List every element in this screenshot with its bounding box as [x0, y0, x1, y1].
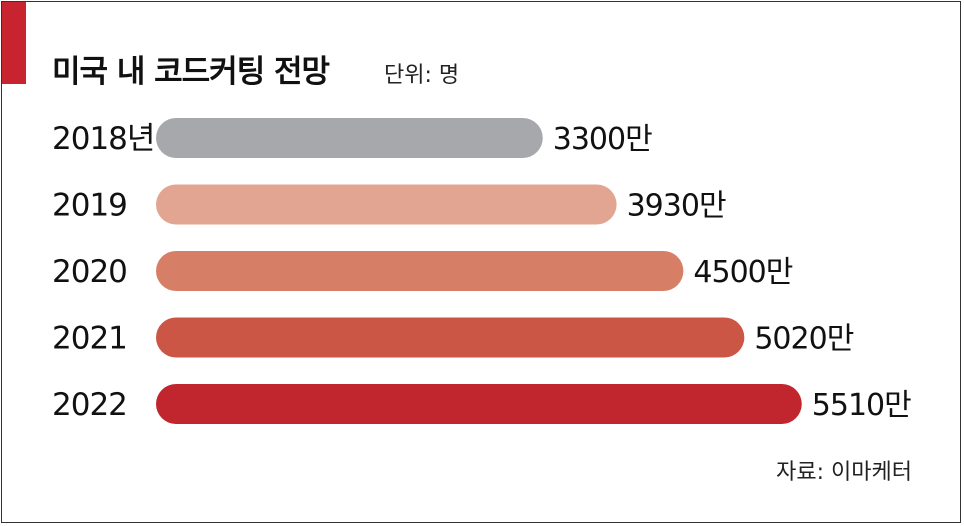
value-label: 5510만: [812, 388, 911, 423]
bar: [156, 317, 745, 358]
bar: [156, 184, 617, 225]
value-label: 4500만: [693, 255, 792, 290]
category-label: 2019: [52, 188, 127, 224]
category-label: 2021: [52, 321, 127, 357]
value-label: 3930만: [627, 189, 726, 224]
bar: [156, 118, 543, 158]
value-label: 5020만: [754, 322, 853, 357]
value-label: 3300만: [553, 122, 652, 157]
category-label: 2020: [52, 254, 127, 290]
bar: [156, 251, 684, 291]
bar: [156, 384, 802, 424]
title-accent-bar: [2, 2, 26, 84]
unit-label: 단위: 명: [384, 63, 460, 88]
category-label: 2022: [52, 387, 127, 423]
chart-title: 미국 내 코드커팅 전망: [52, 54, 330, 90]
source-label: 자료: 이마케터: [776, 460, 912, 485]
category-label: 2018년: [52, 121, 154, 157]
